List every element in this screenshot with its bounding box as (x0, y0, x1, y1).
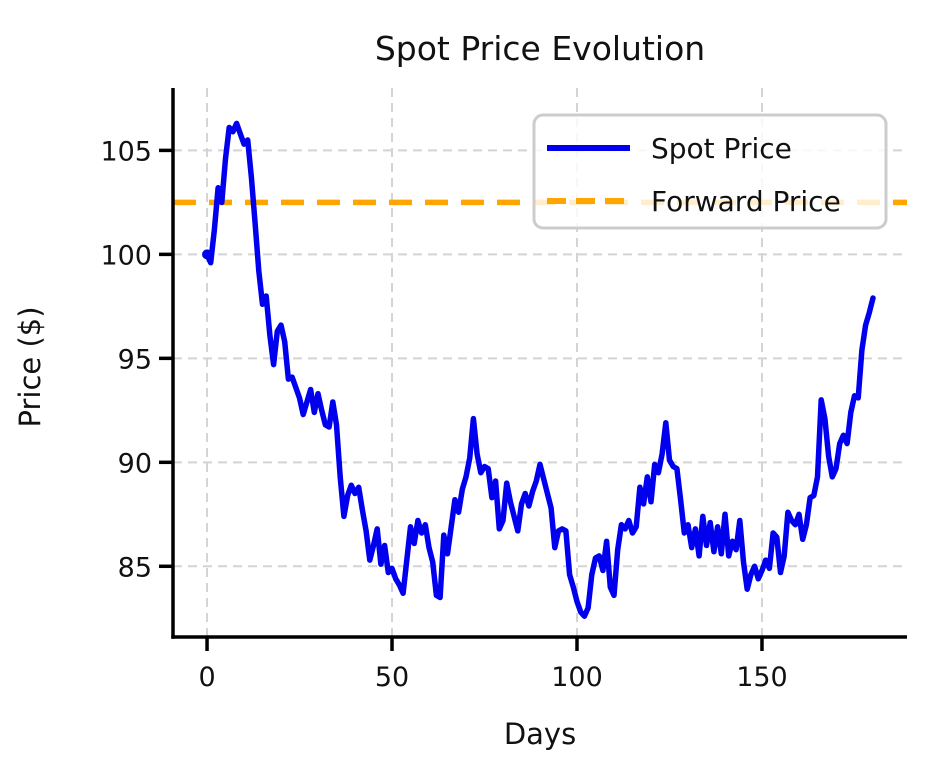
x-tick-label-0: 0 (198, 662, 215, 693)
y-tick-label-2: 95 (118, 344, 152, 375)
legend-label-forward: Forward Price (651, 185, 841, 218)
y-tick-label-4: 105 (100, 136, 152, 167)
y-tick-label-1: 90 (118, 448, 152, 479)
legend: Spot Price Forward Price (532, 113, 888, 230)
y-axis-label: Price ($) (13, 306, 47, 427)
x-tick-label-2: 100 (551, 662, 603, 693)
x-tick-label-1: 50 (375, 662, 409, 693)
y-tick-label-0: 85 (118, 552, 152, 583)
x-axis-label: Days (504, 717, 576, 751)
chart-title: Spot Price Evolution (375, 29, 705, 68)
spot-price-line (204, 120, 876, 619)
y-tick-label-3: 100 (100, 240, 152, 271)
x-tick-label-3: 150 (736, 662, 788, 693)
axes-layer: 0 50 100 150 85 90 95 100 105 (100, 88, 907, 693)
legend-label-spot: Spot Price (651, 132, 792, 165)
series-start-marker (202, 249, 213, 260)
